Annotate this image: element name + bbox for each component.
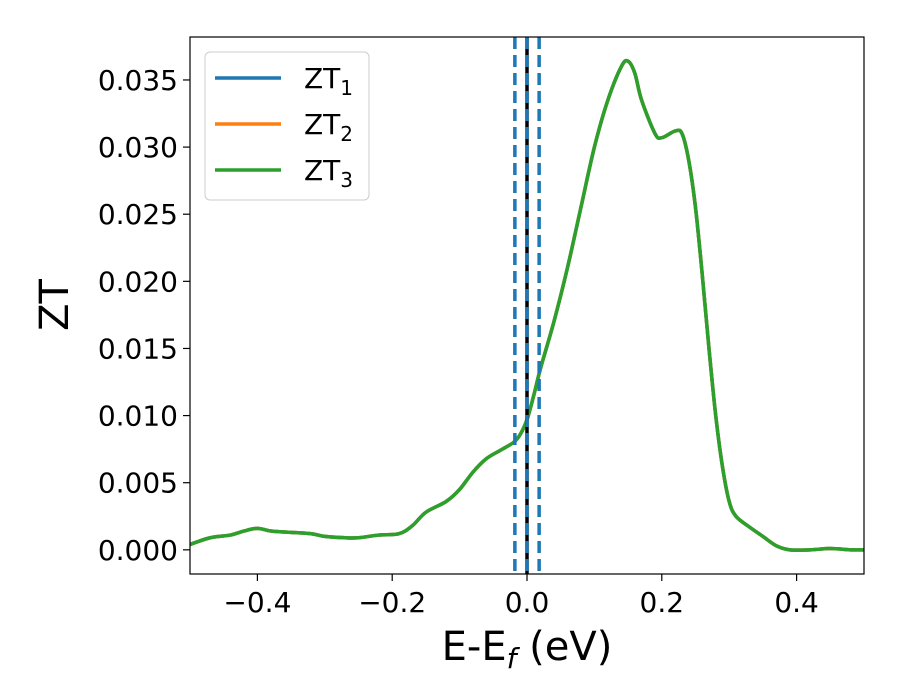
- series-line-zt3: [190, 58, 864, 552]
- x-tick-label: 0.2: [640, 586, 685, 619]
- legend-items: ZT1 ZT2 ZT3: [215, 62, 353, 192]
- x-tick-label: 0.0: [505, 586, 550, 619]
- legend-box: [204, 51, 370, 201]
- y-tick-label: 0.025: [98, 198, 178, 231]
- y-axis-label: ZT: [32, 279, 78, 331]
- y-tick-label: 0.015: [98, 332, 178, 365]
- y-tick-label: 0.020: [98, 265, 178, 298]
- y-tick-label: 0.030: [98, 131, 178, 164]
- y-tick-label: 0.005: [98, 467, 178, 500]
- y-tick-label: 0.000: [98, 534, 178, 567]
- x-tick-label: 0.4: [774, 586, 819, 619]
- x-axis-label: E-Ef (eV): [442, 624, 613, 675]
- legend-label-zt1: ZT1: [304, 62, 353, 100]
- x-tick-label: −0.2: [358, 586, 426, 619]
- y-axis-ticks: 0.000 0.005 0.010 0.015 0.020 0.025 0.030 0.035: [98, 64, 190, 567]
- x-tick-label: −0.4: [223, 586, 291, 619]
- y-tick-label: 0.035: [98, 64, 178, 97]
- legend: ZT1 ZT2 ZT3: [204, 51, 370, 201]
- legend-label-zt3: ZT3: [304, 154, 353, 192]
- reference-vertical-lines: [513, 37, 541, 574]
- legend-label-zt2: ZT2: [304, 108, 353, 146]
- x-axis-ticks: −0.4 −0.2 0.0 0.2 0.4: [223, 574, 819, 619]
- y-tick-label: 0.010: [98, 400, 178, 433]
- plot-lines: [190, 58, 864, 552]
